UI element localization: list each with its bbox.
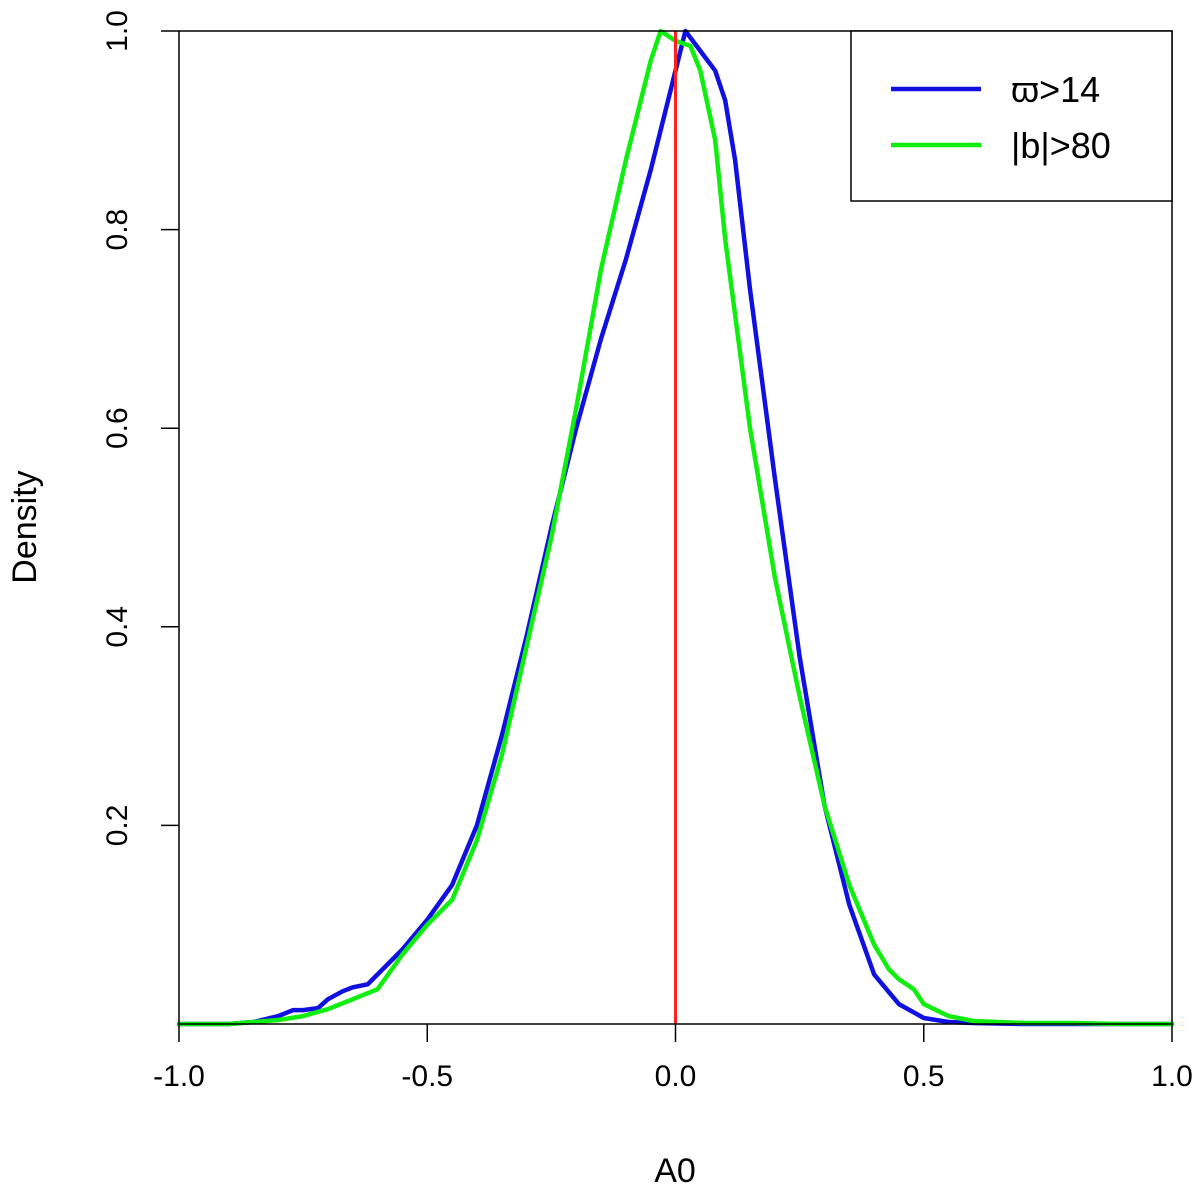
legend: ϖ>14 |b|>80 xyxy=(850,30,1173,202)
axes: -1.0 -0.5 0.0 0.5 1.0 0.2 0.4 0.6 0.8 1.0 xyxy=(101,10,1193,1093)
x-tick-label: 0.0 xyxy=(655,1060,697,1093)
y-tick-label: 0.2 xyxy=(101,805,134,847)
x-tick-label: 1.0 xyxy=(1151,1060,1193,1093)
y-tick-label: 0.6 xyxy=(101,407,134,449)
plot-area xyxy=(176,28,1175,1027)
y-tick-label: 0.4 xyxy=(101,606,134,648)
x-tick-label: -0.5 xyxy=(401,1060,453,1093)
series-line-1 xyxy=(176,28,1175,1027)
y-tick-label: 0.8 xyxy=(101,209,134,251)
x-tick-label: -1.0 xyxy=(153,1060,205,1093)
legend-label-1: ϖ>14 xyxy=(1011,69,1100,110)
y-axis-title: Density xyxy=(6,470,44,583)
x-axis-title: A0 xyxy=(654,1152,696,1190)
legend-box xyxy=(850,30,1173,202)
x-tick-label: 0.5 xyxy=(903,1060,945,1093)
legend-label-2: |b|>80 xyxy=(1011,125,1111,166)
y-tick-label: 1.0 xyxy=(101,10,134,52)
